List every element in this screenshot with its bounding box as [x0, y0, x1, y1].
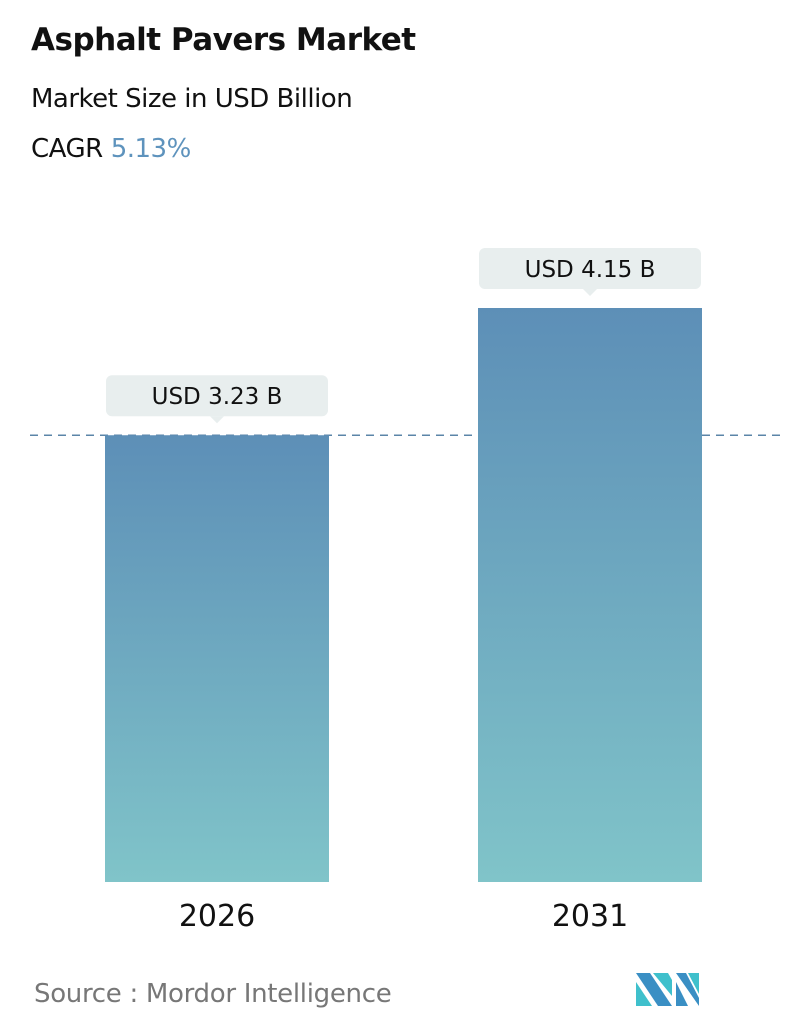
data-label-2026: USD 3.23 B — [152, 384, 283, 410]
chart-subtitle: Market Size in USD Billion — [31, 84, 353, 114]
data-label-pointer-2026 — [210, 416, 224, 424]
cagr-value: 5.13% — [110, 134, 192, 164]
cagr-label: CAGR — [31, 134, 103, 164]
bar-2031 — [478, 308, 702, 882]
data-label-pointer-2031 — [583, 289, 597, 296]
source-text: Source : Mordor Intelligence — [34, 979, 392, 1009]
data-label-box-2031 — [479, 248, 701, 289]
x-tick-label-2031: 2031 — [552, 899, 628, 934]
data-label-box-2026 — [106, 375, 328, 417]
x-tick-label-2026: 2026 — [179, 899, 255, 934]
bar-2026 — [105, 435, 329, 882]
chart-title: Asphalt Pavers Market — [31, 22, 416, 58]
data-label-2031: USD 4.15 B — [525, 257, 656, 283]
cagr: CAGR 5.13% — [31, 134, 191, 164]
